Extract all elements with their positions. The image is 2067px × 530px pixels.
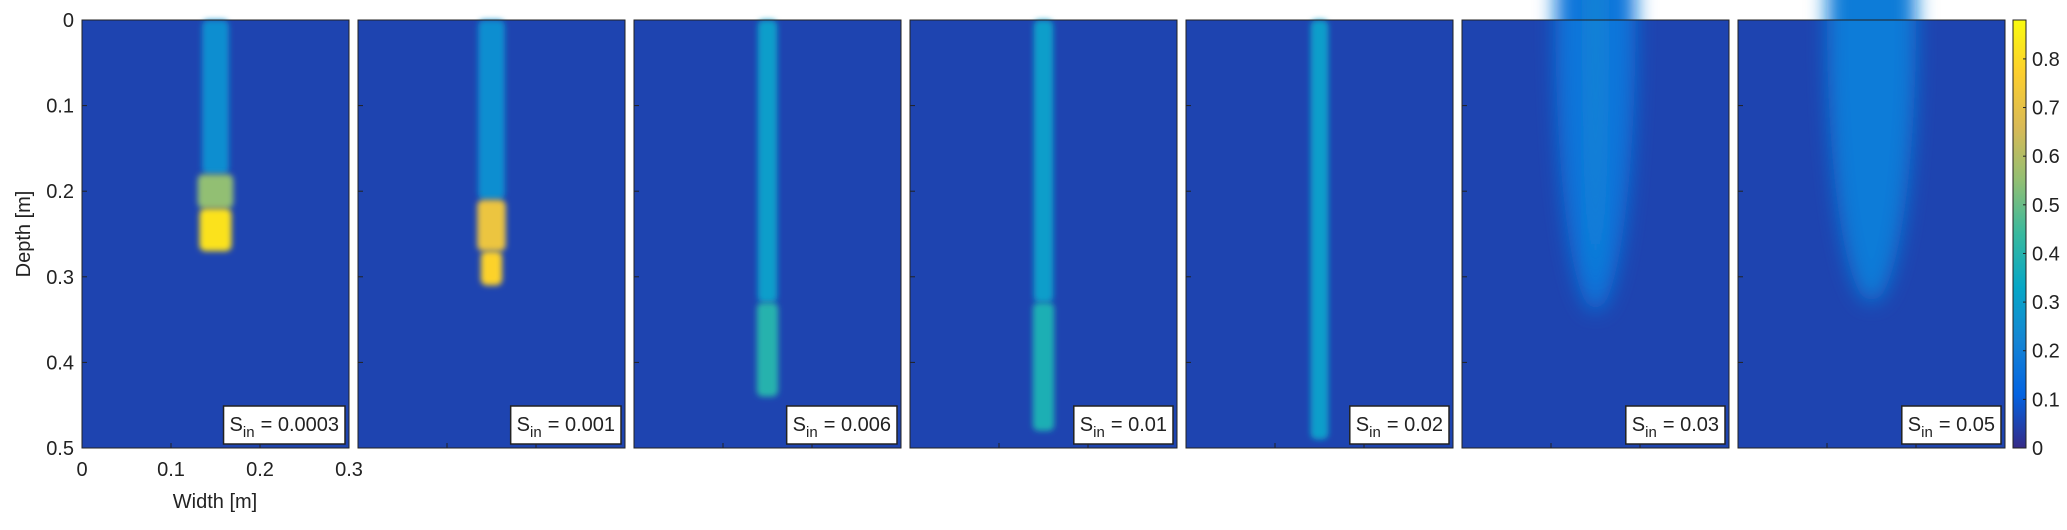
label-text: Sin = 0.05 [1908,414,1995,441]
colorbar-tick-label: 0.5 [2032,195,2060,217]
colorbar-tick-label: 0.3 [2032,292,2060,314]
plume-segment [1310,20,1329,440]
label-box [785,405,898,445]
panel-frame [1737,19,2006,449]
y-tick-label: 0.2 [46,181,74,203]
label-rest: = 0.05 [1939,414,1995,436]
label-text: Sin = 0.03 [1632,414,1719,441]
plume-segment [202,20,229,175]
label-box [509,405,622,445]
y-tick-label: 0.3 [46,267,74,289]
label-base: S [1632,414,1645,436]
panel-frame [909,19,1178,449]
colorbar [2012,19,2027,449]
label-rest: = 0.02 [1387,414,1443,436]
plume-segment [199,208,232,252]
label-base: S [230,414,243,436]
label-rest: = 0.01 [1111,414,1167,436]
x-tick-label: 0.2 [246,459,274,481]
label-sub: in [530,424,542,441]
label-base: S [517,414,530,436]
panel-label: Sin = 0.01 [1073,405,1174,445]
panel-frame [357,19,626,449]
label-box [1349,405,1450,445]
label-text: Sin = 0.0003 [230,414,339,441]
label-box [1073,405,1174,445]
colorbar-tick-label: 0.1 [2032,389,2060,411]
label-base: S [1356,414,1369,436]
panel-label: Sin = 0.006 [785,405,898,445]
label-text: Sin = 0.001 [517,414,615,441]
y-tick-label: 0.1 [46,96,74,118]
colorbar-tick-label: 0.6 [2032,146,2060,168]
plume-segment [1032,302,1055,431]
colorbar-tick-label: 0 [2032,438,2043,460]
panel-label: Sin = 0.001 [509,405,622,445]
x-tick-label: 0.1 [157,459,185,481]
panel-label: Sin = 0.0003 [222,405,346,445]
panel-frame [633,19,902,449]
plume [1588,0,1603,277]
label-text: Sin = 0.02 [1356,414,1443,441]
label-base: S [1080,414,1093,436]
colorbar-tick-label: 0.7 [2032,98,2060,120]
plume-segment [478,20,505,200]
y-tick-label: 0.4 [46,352,74,374]
x-tick-label: 0.3 [335,459,363,481]
panel-label: Sin = 0.03 [1625,405,1726,445]
label-sub: in [1921,424,1933,441]
label-box [1901,405,2002,445]
label-sub: in [1369,424,1381,441]
label-rest: = 0.03 [1663,414,1719,436]
panel-label: Sin = 0.02 [1349,405,1450,445]
plume [1827,0,1916,303]
panel-frame [1461,19,1730,449]
label-rest: = 0.0003 [261,414,339,436]
label-rest: = 0.001 [548,414,615,436]
plume-segment [757,20,778,303]
panel-frame [1185,19,1454,449]
colorbar-tick-label: 0.4 [2032,243,2060,265]
label-sub: in [243,424,255,441]
label-base: S [1908,414,1921,436]
label-box [222,405,346,445]
x-tick-label: 0 [76,459,87,481]
y-tick-label: 0.5 [46,438,74,460]
panel-label: Sin = 0.05 [1901,405,2002,445]
label-text: Sin = 0.01 [1080,414,1167,441]
x-axis-label: Width [m] [173,491,257,513]
plume-segment [1033,20,1054,303]
label-text: Sin = 0.006 [793,414,891,441]
colorbar-tick-label: 0.2 [2032,341,2060,363]
panel-frame [81,19,350,449]
label-sub: in [1645,424,1657,441]
label-sub: in [806,424,818,441]
colorbar-tick-label: 0.8 [2032,49,2060,71]
label-sub: in [1093,424,1105,441]
label-base: S [793,414,806,436]
plume-segment [477,199,506,252]
label-rest: = 0.006 [824,414,891,436]
plume-segment [197,174,234,209]
plume-segment [480,251,503,286]
y-axis-label: Depth [m] [13,191,35,278]
y-tick-label: 0 [63,10,74,32]
plume-segment [756,302,779,397]
label-box [1625,405,1726,445]
